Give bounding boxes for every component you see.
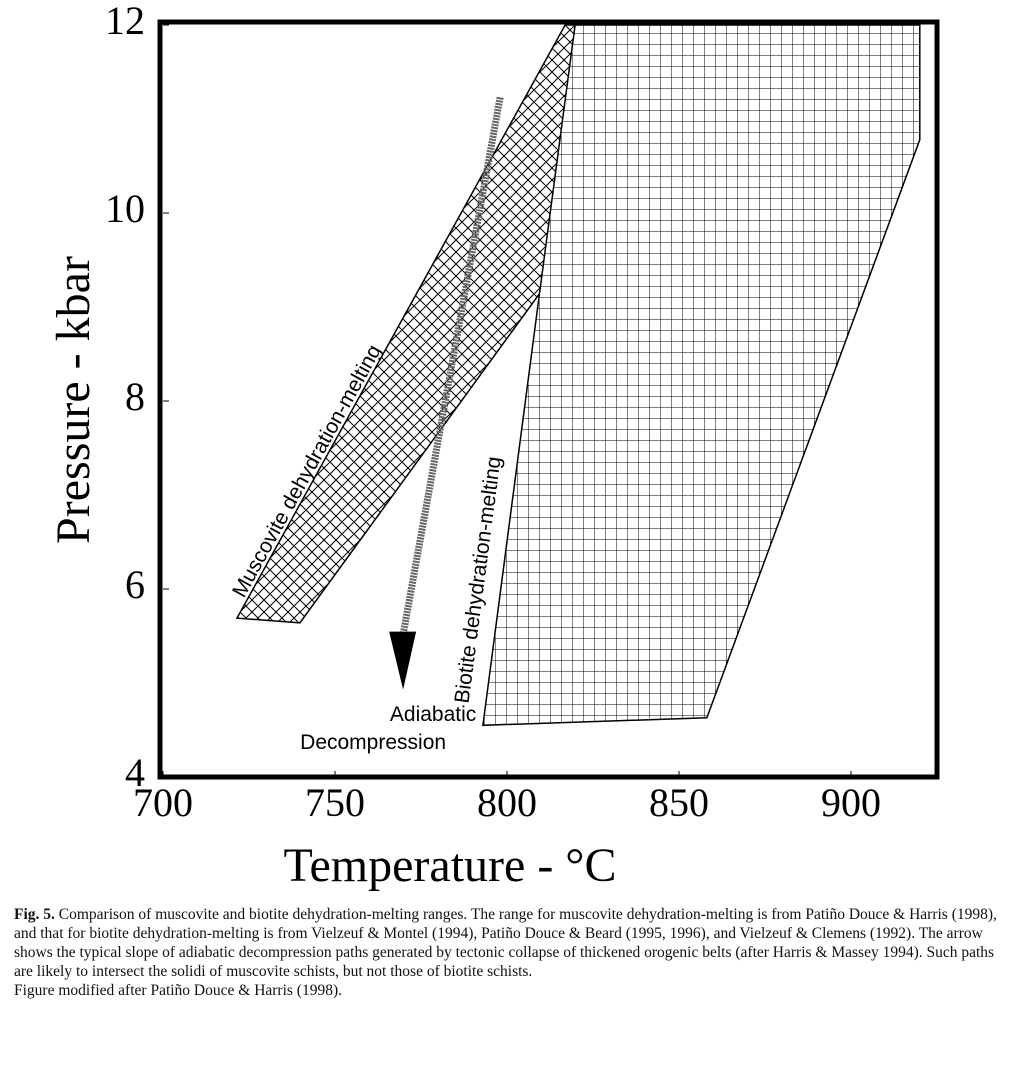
- x-tick-label: 700: [133, 780, 193, 825]
- caption-note: Figure modified after Patiño Douce & Har…: [14, 982, 342, 999]
- arrow-label: Decompression: [300, 731, 446, 754]
- x-tick-label: 850: [649, 780, 709, 825]
- x-tick-label: 900: [821, 780, 881, 825]
- caption-label: Fig. 5.: [14, 906, 55, 923]
- arrow-head: [389, 631, 417, 690]
- chart: Temperature - °C Pressure - kbar Muscovi…: [47, 0, 940, 892]
- caption-text: Comparison of muscovite and biotite dehy…: [14, 906, 997, 980]
- arrow: [399, 96, 504, 636]
- region: [482, 24, 921, 727]
- y-tick-label: 6: [125, 562, 145, 607]
- y-tick-label: 4: [125, 750, 145, 795]
- x-tick-label: 750: [305, 780, 365, 825]
- plot-frame: [157, 19, 940, 780]
- arrow-label: Adiabatic: [390, 703, 476, 726]
- y-tick-label: 10: [105, 186, 145, 231]
- y-tick-label: 12: [105, 0, 145, 43]
- x-tick-label: 800: [477, 780, 537, 825]
- x-axis-title: Temperature - °C: [283, 839, 616, 892]
- y-axis-title: Pressure - kbar: [47, 256, 100, 544]
- y-tick-label: 8: [125, 374, 145, 419]
- caption: Fig. 5. Comparison of muscovite and biot…: [14, 905, 1014, 1000]
